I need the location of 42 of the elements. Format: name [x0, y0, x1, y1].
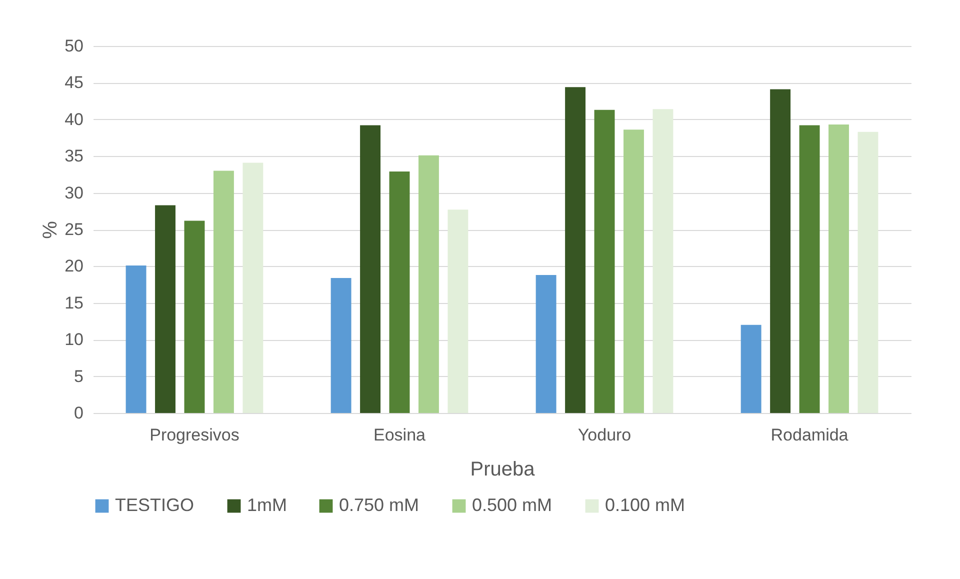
- legend-label: 0.750 mM: [339, 495, 420, 515]
- bar: [330, 278, 352, 413]
- bar: [536, 275, 556, 413]
- y-tick-label: 0: [74, 404, 84, 422]
- legend-label: 0.100 mM: [605, 495, 686, 515]
- bar: [652, 109, 674, 413]
- bar: [126, 265, 146, 413]
- bar: [389, 172, 410, 413]
- bar: [770, 89, 791, 413]
- y-tick-label: 20: [64, 256, 84, 276]
- y-tick-label: 10: [64, 330, 84, 350]
- bar: [740, 324, 762, 413]
- x-tick-label: Progresivos: [150, 426, 240, 444]
- bar: [594, 110, 615, 413]
- bar: [184, 220, 205, 413]
- y-tick-label: 50: [64, 36, 84, 56]
- bar: [448, 210, 468, 413]
- x-axis-title: Prueba: [470, 458, 536, 480]
- y-tick-label: 15: [64, 293, 84, 312]
- bar: [799, 125, 820, 413]
- y-tick-label: 25: [64, 220, 84, 239]
- bar: [828, 124, 849, 413]
- bar: [242, 162, 264, 413]
- legend-label: 1mM: [247, 495, 287, 515]
- y-axis-title: %: [40, 220, 62, 239]
- y-tick-label: 30: [64, 183, 84, 202]
- bar: [858, 132, 878, 413]
- y-tick-label: 45: [64, 73, 84, 92]
- y-tick-label: 5: [74, 366, 84, 386]
- bar: [624, 130, 644, 413]
- y-tick-label: 40: [64, 110, 84, 129]
- y-tick-label: 35: [64, 146, 84, 166]
- bar: [213, 170, 234, 413]
- x-tick-label: Yoduro: [578, 426, 632, 444]
- legend-label: 0.500 mM: [472, 495, 552, 515]
- bar: [418, 155, 439, 413]
- legend-label: TESTIGO: [115, 495, 194, 515]
- x-tick-label: Eosina: [374, 426, 426, 444]
- bar: [360, 125, 380, 413]
- bar: [565, 87, 586, 413]
- x-tick-label: Rodamida: [770, 426, 849, 444]
- bar: [155, 205, 176, 413]
